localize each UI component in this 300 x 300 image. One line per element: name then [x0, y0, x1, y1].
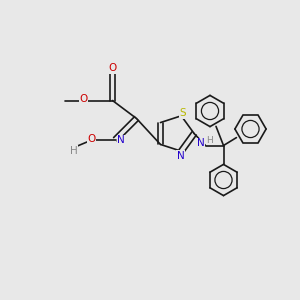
Text: O: O — [108, 63, 117, 73]
Text: H: H — [206, 136, 213, 145]
Text: O: O — [79, 94, 88, 104]
Text: N: N — [177, 151, 184, 161]
Text: S: S — [179, 108, 186, 118]
Text: N: N — [117, 135, 125, 145]
Text: H: H — [70, 146, 77, 156]
Text: N: N — [196, 138, 204, 148]
Text: O: O — [87, 134, 96, 144]
